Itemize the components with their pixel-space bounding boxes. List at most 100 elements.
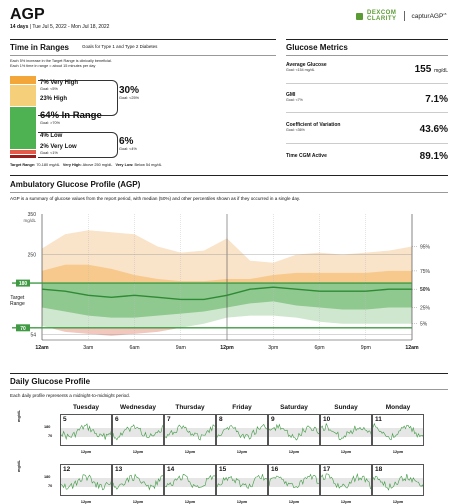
day-cell: 13 — [112, 464, 164, 496]
daily-trace — [61, 474, 111, 491]
target-band — [61, 428, 111, 437]
day-number: 8 — [219, 416, 223, 423]
below-range-bracket — [38, 132, 118, 158]
day-number: 13 — [115, 466, 123, 473]
day-number: 11 — [375, 416, 382, 423]
weekday-label: Wednesday — [119, 404, 156, 411]
separator: | — [29, 24, 33, 30]
day-number: 16 — [271, 466, 279, 473]
noon-label: 12pm — [184, 499, 196, 504]
day-cell: 6 — [112, 414, 164, 446]
weekday-label: Sunday — [334, 404, 358, 411]
metric-cv: Coefficient of Variation Goal: <36% 43.6… — [286, 122, 448, 135]
very-low-goal: Goal: <1% — [40, 151, 58, 155]
day-number: 7 — [167, 416, 171, 423]
day-number: 9 — [271, 416, 275, 423]
glucose-line — [269, 423, 319, 441]
agp-median-line — [41, 286, 412, 301]
agp-percentile-label: 5% — [420, 322, 428, 328]
agp-x-tick-label: 12am — [405, 345, 419, 351]
agp-y-tick-label: 180 — [19, 281, 28, 287]
glucose-line — [113, 473, 163, 491]
agp-percentile-label: 50% — [420, 287, 431, 293]
above-range-total: 30% — [119, 85, 140, 96]
report-date-range: Tue Jul 5, 2022 - Mon Jul 18, 2022 — [32, 24, 110, 30]
noon-label: 12pm — [132, 499, 144, 504]
glucose-line — [217, 423, 267, 440]
agp-x-tick-label: 3pm — [268, 345, 278, 351]
day-cell: 8 — [216, 414, 268, 446]
agp-x-tick-label: 3am — [83, 345, 93, 351]
agp-sub-rule — [10, 192, 448, 193]
daily-trace — [269, 423, 319, 441]
below-range-total: 6% — [119, 136, 134, 147]
day-number: 15 — [219, 466, 227, 473]
day-cell: 5 — [60, 414, 112, 446]
daily-trace — [321, 472, 371, 490]
glucose-line — [321, 472, 371, 490]
daily-trace — [373, 422, 423, 441]
agp-x-tick-label: 6pm — [314, 345, 324, 351]
daily-y-unit: mg/dL — [16, 460, 21, 472]
day-number: 14 — [167, 466, 175, 473]
daily-trace — [113, 424, 163, 441]
metric-cgm-active: Time CGM Active 89.1% — [286, 151, 448, 162]
noon-label: 12pm — [80, 499, 92, 504]
target-band — [269, 478, 319, 487]
day-cell: 18 — [372, 464, 424, 496]
day-number: 6 — [115, 416, 119, 423]
day-cell: 17 — [320, 464, 372, 496]
daily-trace — [217, 474, 267, 490]
daily-trace — [165, 473, 215, 489]
tir-bar-low — [10, 150, 36, 154]
tir-bar-in-range — [10, 107, 36, 149]
metric-gmi: GMI Goal: <7% 7.1% — [286, 92, 448, 105]
tir-bar-high — [10, 85, 36, 106]
glucose-line — [217, 474, 267, 490]
glucose-line — [61, 474, 111, 491]
brand-logos: DEXCOM CLARITY capturAGPv5 — [356, 10, 446, 22]
logo-divider — [403, 11, 405, 21]
tir-bar-very-low — [10, 155, 36, 158]
day-cell: 9 — [268, 414, 320, 446]
agp-percentile-label: 25% — [420, 305, 431, 311]
noon-label: 12pm — [184, 449, 196, 454]
agp-description: AGP is a summary of glucose values from … — [10, 196, 301, 201]
weekday-label: Monday — [385, 404, 411, 411]
daily-trace — [165, 424, 215, 441]
target-band — [321, 428, 371, 437]
tir-note-2: Each 1% time in range = about 15 minutes… — [10, 64, 96, 68]
tir-note-1: Each 5% increase in the Target Range is … — [10, 59, 112, 63]
noon-label: 12pm — [132, 449, 144, 454]
target-band — [217, 478, 267, 487]
agp-x-tick-label: 6am — [129, 345, 139, 351]
above-range-bracket — [38, 80, 118, 116]
agp-target-badge — [16, 279, 30, 287]
glucose-line — [373, 474, 423, 491]
daily-y-unit: mg/dL — [16, 410, 21, 422]
metrics-divider — [286, 83, 448, 84]
day-cell: 7 — [164, 414, 216, 446]
daily-sub-rule — [10, 389, 448, 390]
tir-stacked-bar — [10, 76, 36, 159]
day-cell: 10 — [320, 414, 372, 446]
high-label: 23% High — [40, 96, 68, 102]
day-number: 18 — [375, 466, 383, 473]
noon-label: 12pm — [80, 449, 92, 454]
glucose-line — [269, 473, 319, 489]
target-band — [165, 428, 215, 437]
day-number: 10 — [323, 416, 331, 423]
agp-x-tick-label: 12am — [35, 345, 49, 351]
day-number: 12 — [63, 466, 71, 473]
agp-y-tick-label: 54 — [30, 332, 36, 338]
daily-description: Each daily profile represents a midnight… — [10, 393, 131, 398]
target-range-label: Target Range — [10, 295, 25, 307]
noon-label: 12pm — [236, 499, 248, 504]
agp-target-badge — [16, 324, 30, 332]
report-period: 14 days | Tue Jul 5, 2022 - Mon Jul 18, … — [10, 24, 109, 30]
day-number: 17 — [323, 466, 331, 473]
target-band — [373, 478, 423, 487]
metrics-top-rule — [286, 39, 448, 40]
noon-label: 12pm — [236, 449, 248, 454]
